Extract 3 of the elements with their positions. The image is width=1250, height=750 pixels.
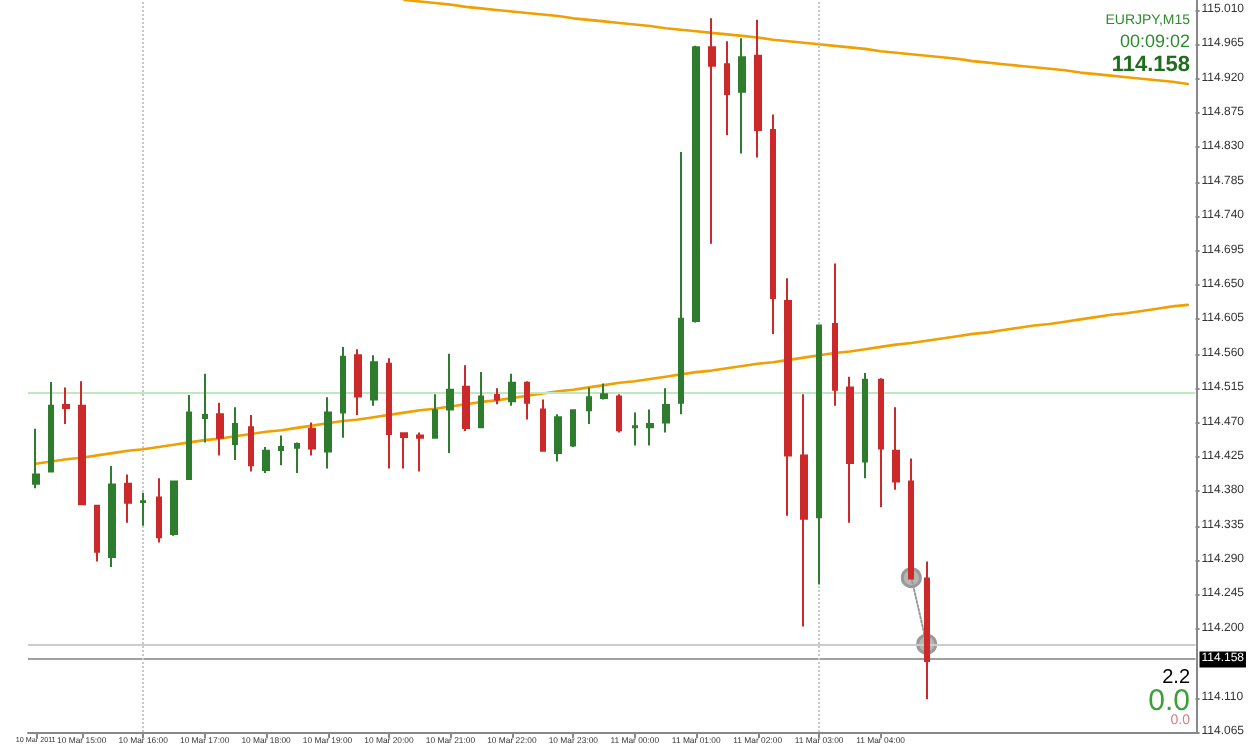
annotation: 2.2: [1162, 667, 1191, 689]
annotation: 00:09:02: [1119, 31, 1191, 51]
annotation: 114.158: [1111, 53, 1190, 77]
